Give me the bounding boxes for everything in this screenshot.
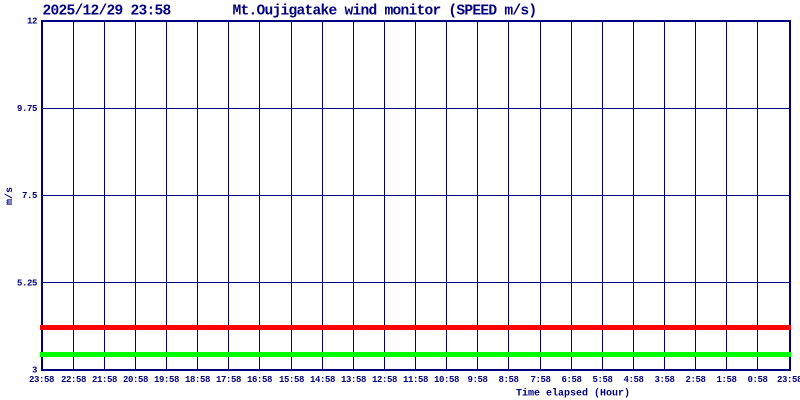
svg-text:23:58: 23:58 [29, 375, 54, 385]
svg-text:17:58: 17:58 [216, 375, 241, 385]
svg-text:20:58: 20:58 [123, 375, 148, 385]
svg-text:13:58: 13:58 [341, 375, 366, 385]
svg-text:12:58: 12:58 [372, 375, 397, 385]
svg-text:15:58: 15:58 [279, 375, 304, 385]
svg-text:7.5: 7.5 [22, 191, 37, 201]
svg-text:22:58: 22:58 [61, 375, 86, 385]
svg-text:1:58: 1:58 [716, 375, 736, 385]
svg-text:2:58: 2:58 [685, 375, 705, 385]
svg-text:3: 3 [32, 366, 37, 376]
svg-text:4:58: 4:58 [623, 375, 643, 385]
svg-text:8:58: 8:58 [498, 375, 518, 385]
svg-text:23:58: 23:58 [777, 375, 800, 385]
svg-text:3:58: 3:58 [654, 375, 674, 385]
svg-text:9.75: 9.75 [17, 104, 37, 114]
svg-text:11:58: 11:58 [403, 375, 428, 385]
svg-text:9:58: 9:58 [467, 375, 487, 385]
svg-text:12: 12 [27, 17, 37, 27]
svg-text:14:58: 14:58 [310, 375, 335, 385]
svg-text:Mt.Oujigatake wind monitor (SP: Mt.Oujigatake wind monitor (SPEED m/s) [233, 4, 537, 20]
svg-text:19:58: 19:58 [154, 375, 179, 385]
svg-text:7:58: 7:58 [530, 375, 550, 385]
svg-text:18:58: 18:58 [185, 375, 210, 385]
svg-text:10:58: 10:58 [434, 375, 459, 385]
svg-text:5:58: 5:58 [592, 375, 612, 385]
svg-text:m/s: m/s [4, 187, 16, 205]
svg-text:Time elapsed (Hour): Time elapsed (Hour) [516, 388, 630, 400]
svg-text:21:58: 21:58 [92, 375, 117, 385]
svg-text:5.25: 5.25 [17, 278, 37, 288]
svg-text:2025/12/29 23:58: 2025/12/29 23:58 [43, 4, 171, 20]
svg-text:0:58: 0:58 [747, 375, 767, 385]
svg-text:6:58: 6:58 [561, 375, 581, 385]
svg-text:16:58: 16:58 [247, 375, 272, 385]
